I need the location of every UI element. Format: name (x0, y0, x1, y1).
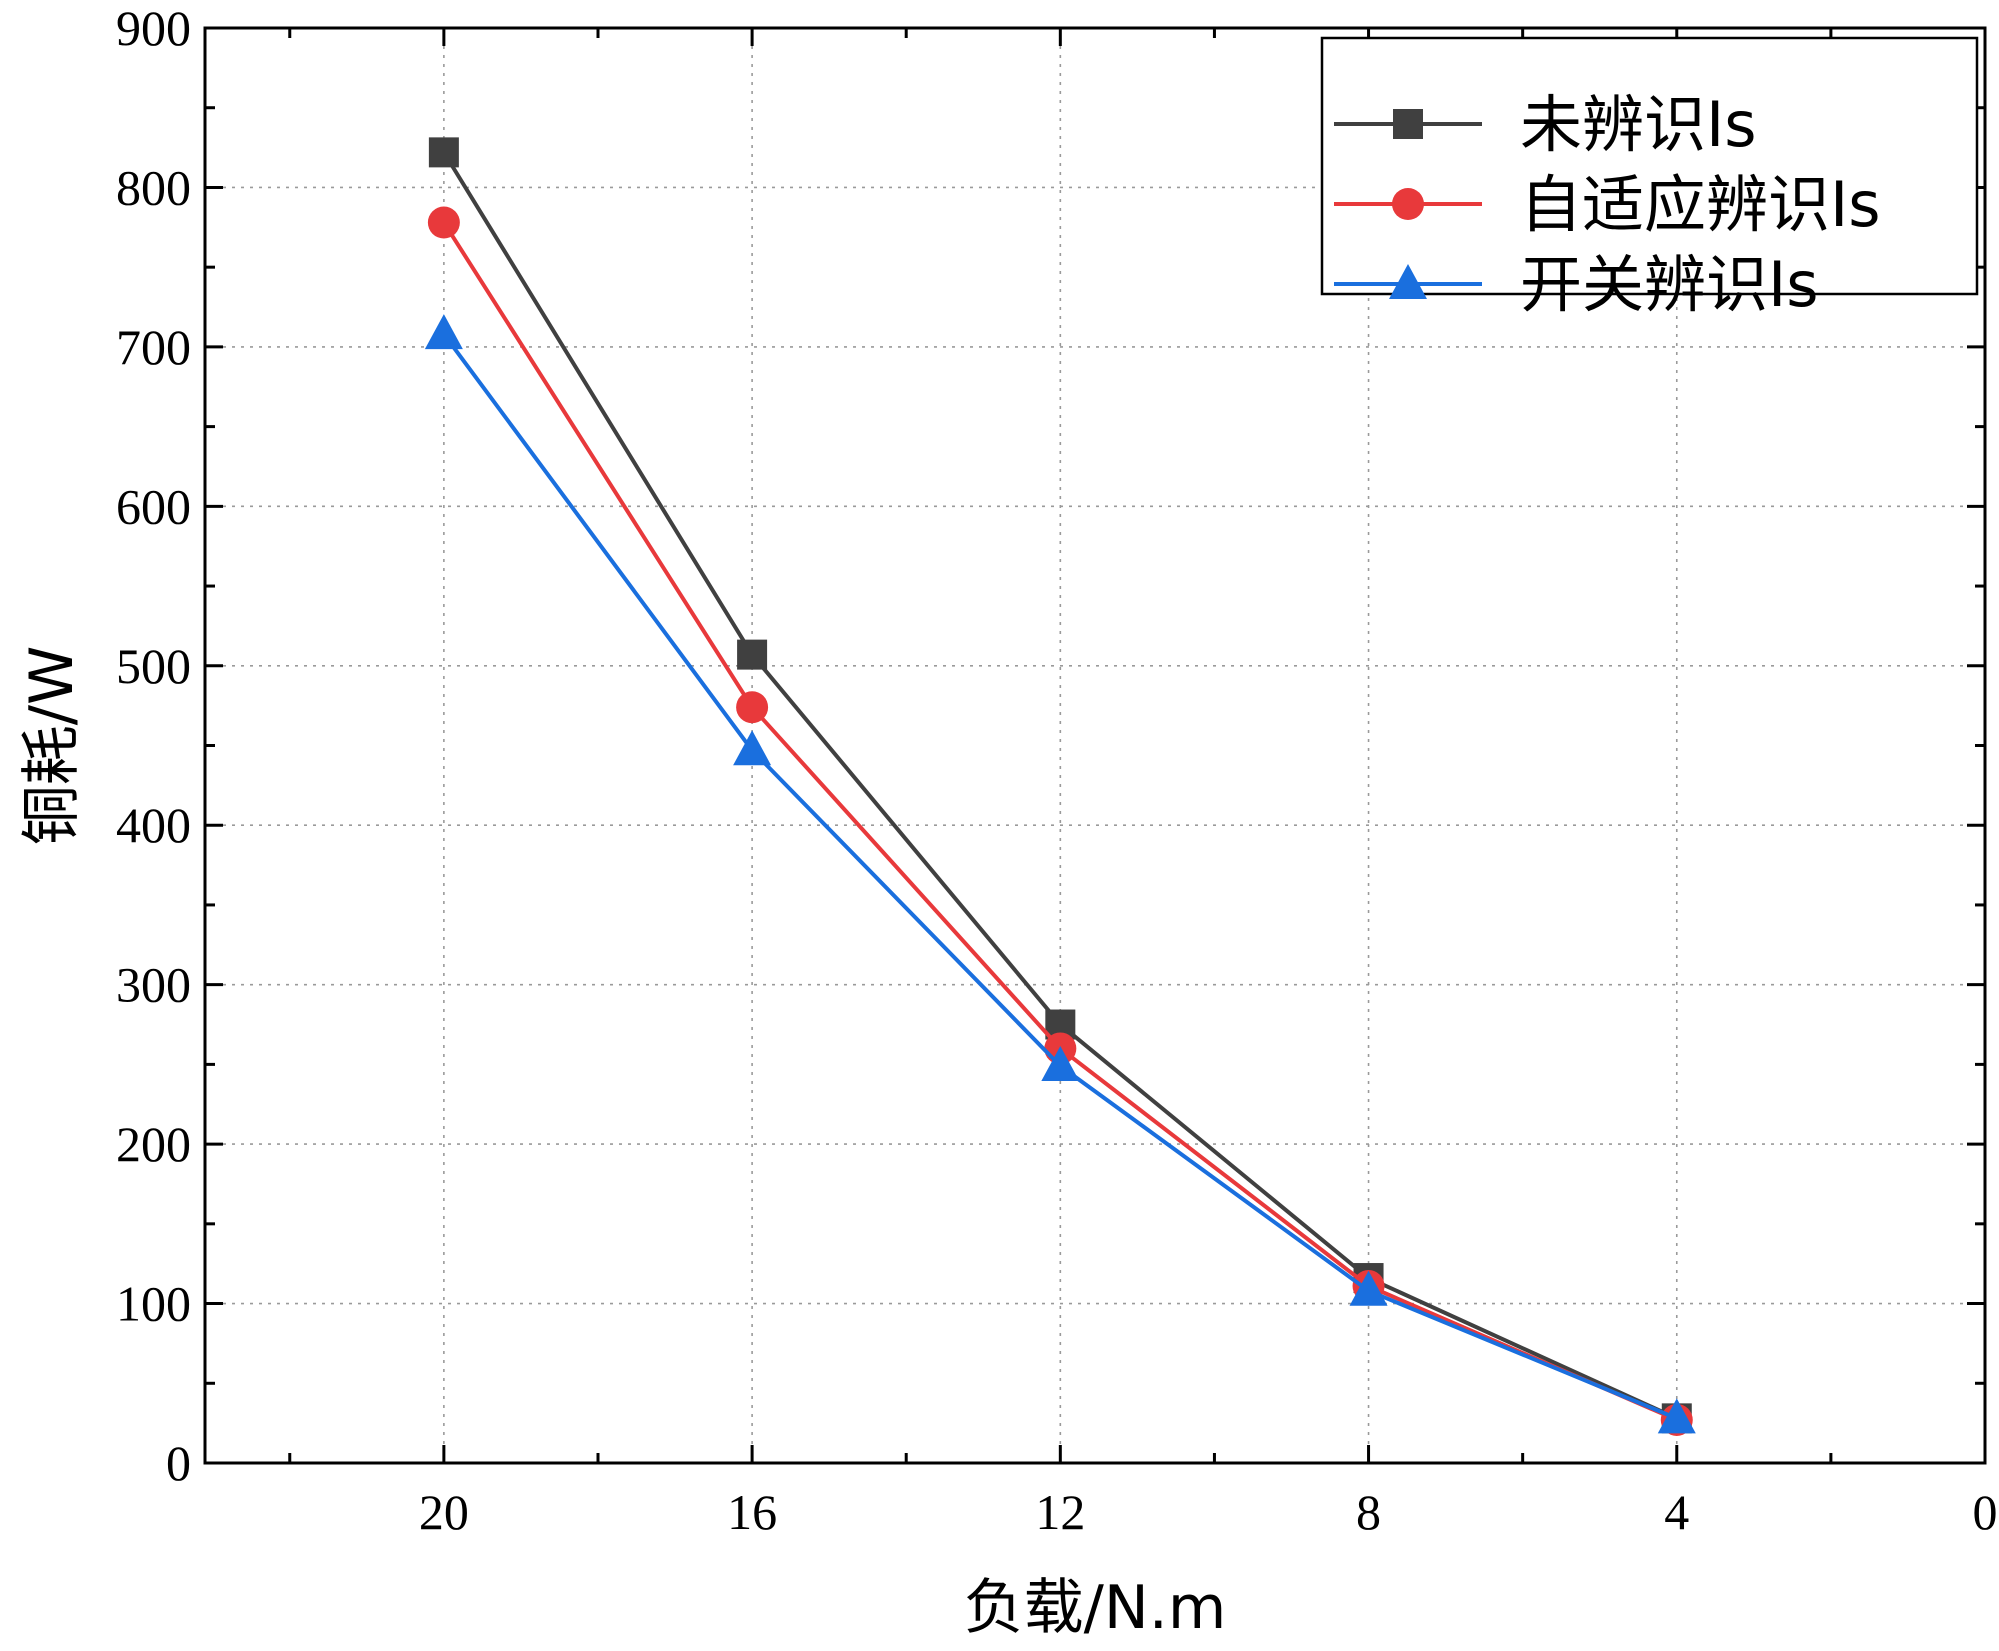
data-point (427, 206, 460, 239)
y-axis-title: 铜耗/W (17, 646, 87, 846)
legend-item: 自适应辨识Is (1334, 168, 1881, 241)
legend-box (1320, 36, 1979, 296)
legend-label: 未辨识Is (1520, 88, 1757, 161)
series-layer (424, 137, 1696, 1436)
tick-labels: 0 100 200 300 400 500 600 700 800 900 20 16 12 8 4 0 (116, 0, 1998, 1540)
x-tick-label: 4 (1664, 1484, 1689, 1540)
y-tick-label: 700 (116, 319, 191, 375)
legend-label: 自适应辨识Is (1520, 168, 1881, 241)
series-2 (424, 314, 1696, 1434)
x-tick-label: 16 (727, 1484, 777, 1540)
data-point (428, 137, 459, 168)
y-tick-label: 100 (116, 1276, 191, 1332)
y-tick-label: 600 (116, 478, 191, 534)
data-point (737, 639, 768, 670)
data-point (1041, 1045, 1080, 1081)
x-tick-label: 12 (1035, 1484, 1085, 1540)
data-point (424, 314, 463, 350)
x-tick-label: 8 (1356, 1484, 1381, 1540)
y-tick-label: 200 (116, 1116, 191, 1172)
legend-label: 开关辨识Is (1520, 248, 1819, 321)
y-tick-label: 300 (116, 957, 191, 1013)
legend-item: 开关辨识Is (1334, 248, 1819, 321)
legend-marker (1393, 109, 1423, 139)
y-tick-label: 500 (116, 638, 191, 694)
x-tick-label: 20 (419, 1484, 469, 1540)
x-axis-title: 负载/N.m (964, 1573, 1227, 1643)
y-tick-label: 800 (116, 159, 191, 215)
legend-marker (1389, 264, 1427, 299)
data-point (1657, 1398, 1696, 1434)
legend-item: 未辨识Is (1334, 88, 1757, 161)
data-point (733, 730, 772, 766)
x-tick-label: 0 (1973, 1484, 1998, 1540)
y-tick-label: 400 (116, 797, 191, 853)
y-tick-label: 900 (116, 0, 191, 56)
y-tick-label: 0 (166, 1435, 191, 1491)
axis-ticks (205, 26, 1987, 1465)
legend-marker (1392, 188, 1424, 220)
data-point (1349, 1270, 1388, 1306)
data-point (736, 691, 769, 724)
